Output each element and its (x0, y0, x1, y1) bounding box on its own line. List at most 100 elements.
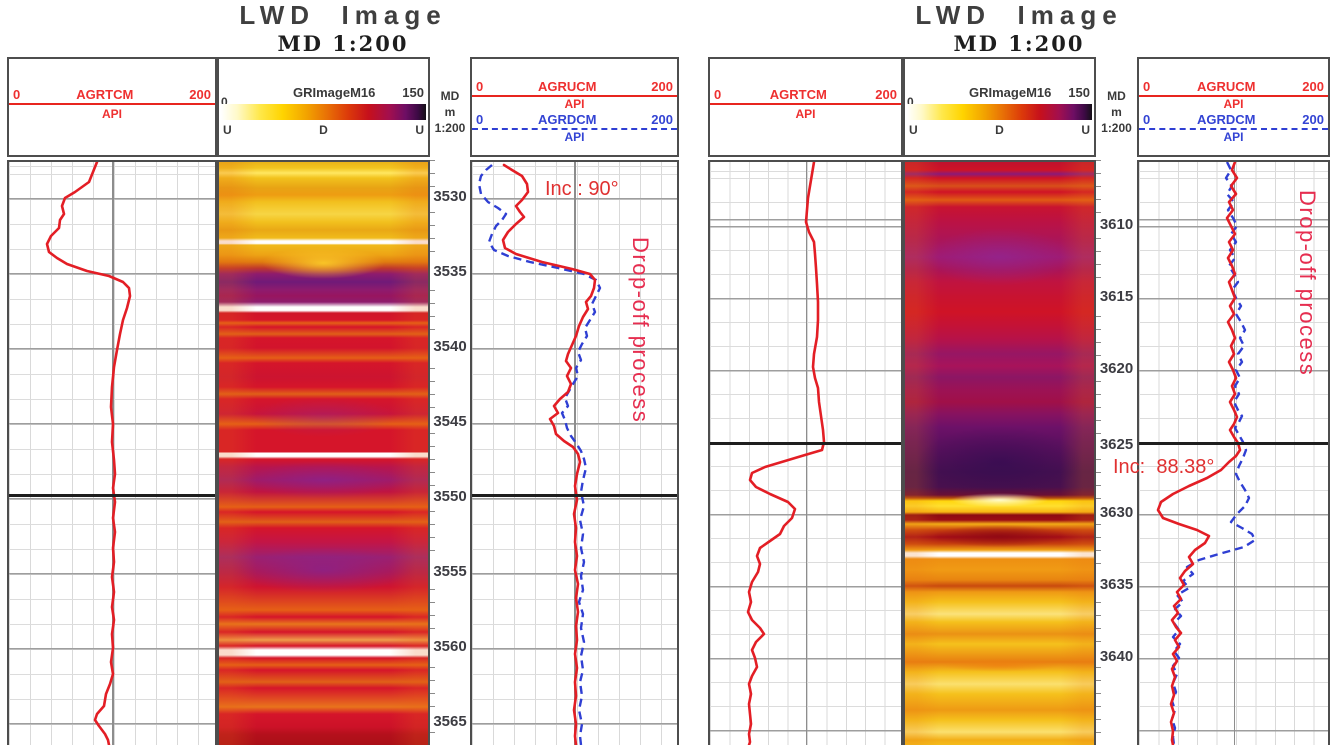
header-image-track: GRImageM16 150 0 U D U (217, 57, 430, 157)
page-title: LWD Image (239, 0, 447, 30)
depth-label: 3560 (430, 638, 470, 656)
track-center-line (112, 162, 114, 745)
depth-marker-line (472, 494, 677, 497)
md-scale: 1:200 (1101, 121, 1132, 135)
scale-max: 200 (875, 87, 897, 102)
header-track3: 0 AGRUCM 200 API 0 AGRDCM 200 API (470, 57, 679, 157)
curve1-unit: API (564, 97, 585, 111)
curve-unit: API (101, 107, 122, 121)
colorbar (907, 104, 1092, 120)
scale-min: 0 (1143, 112, 1151, 127)
md-label: MD (440, 89, 460, 103)
orientation-d: D (995, 123, 1004, 137)
scale-max: 200 (651, 112, 673, 127)
depth-label: 3535 (430, 263, 470, 281)
header-md: MD m 1:200 (430, 88, 470, 136)
dropoff-annotation: Drop-off process (1295, 190, 1320, 377)
curve1-scale-row: 0 AGRUCM 200 (476, 79, 673, 94)
image-scale-row: GRImageM16 150 (233, 85, 424, 100)
header-track1: 0 AGRTCM 200 API (708, 57, 903, 157)
log-track1-gr (708, 160, 903, 745)
scale-max: 200 (651, 79, 673, 94)
depth-label: 3555 (430, 563, 470, 581)
header-track3: 0 AGRUCM 200 API 0 AGRDCM 200 API (1137, 57, 1330, 157)
depth-marker-line (710, 442, 901, 445)
curve2-unit: API (564, 130, 585, 144)
header-track1: 0 AGRTCM 200 API (7, 57, 217, 157)
gr-image-heatmap (903, 160, 1096, 745)
scale-min: 0 (1143, 79, 1151, 94)
image-max: 150 (1068, 85, 1090, 100)
curve2-scale-row: 0 AGRDCM 200 (476, 112, 673, 127)
curve-scale-row: 0 AGRTCM 200 (714, 87, 897, 102)
scale-subtitle: MD 1:200 (953, 31, 1085, 56)
depth-label: 3640 (1096, 648, 1137, 666)
depth-label: 3550 (430, 488, 470, 506)
orientation-u-right: U (415, 123, 424, 137)
track-center-line (805, 162, 808, 745)
dropoff-annotation: Drop-off process (628, 237, 653, 424)
md-depth-column: 3610 3615 3620 3625 3630 3635 3640 (1096, 160, 1137, 745)
depth-label: 3620 (1096, 360, 1137, 378)
image-orientation-row: U D U (909, 123, 1090, 137)
image-name: GRImageM16 (293, 85, 376, 100)
scale-min: 0 (714, 87, 722, 102)
curve2-scale-row: 0 AGRDCM 200 (1143, 112, 1324, 127)
md-scale: 1:200 (434, 121, 466, 135)
image-min: 0 (907, 95, 914, 109)
track-center-line (1233, 162, 1236, 745)
curve-name: AGRUCM (1197, 79, 1256, 94)
curve1-style-line (1139, 95, 1328, 97)
depth-label: 3530 (430, 188, 470, 206)
minor-depth-ticks (430, 160, 435, 745)
orientation-u-left: U (909, 123, 918, 137)
colorbar (221, 104, 426, 120)
curve1-style-line (472, 95, 677, 97)
scale-min: 0 (13, 87, 21, 102)
curve-name: AGRDCM (1197, 112, 1256, 127)
depth-label: 3630 (1096, 504, 1137, 522)
inclination-annotation: Inc : 90° (545, 178, 619, 200)
scale-min: 0 (476, 79, 484, 94)
orientation-u-left: U (223, 123, 232, 137)
orientation-u-right: U (1081, 123, 1090, 137)
curve-style-line (9, 103, 215, 105)
depth-label: 3635 (1096, 576, 1137, 594)
md-label: MD (1107, 89, 1126, 103)
scale-max: 200 (189, 87, 211, 102)
curve-unit: API (795, 107, 816, 121)
header-md: MD m 1:200 (1096, 88, 1137, 136)
depth-label: 3540 (430, 338, 470, 356)
depth-label: 3625 (1096, 436, 1137, 454)
orientation-d: D (319, 123, 328, 137)
curve-name: AGRTCM (76, 87, 134, 102)
curve2-style-line (472, 128, 677, 130)
curve2-unit: API (1223, 130, 1244, 144)
image-name: GRImageM16 (969, 85, 1052, 100)
scale-max: 200 (1302, 79, 1324, 94)
scale-min: 0 (476, 112, 484, 127)
depth-label: 3565 (430, 713, 470, 731)
image-scale-row: GRImageM16 150 (919, 85, 1090, 100)
page-title: LWD Image (915, 0, 1123, 30)
md-unit: m (1111, 105, 1122, 119)
gr-image-heatmap (217, 160, 430, 745)
header-image-track: GRImageM16 150 0 U D U (903, 57, 1096, 157)
curve1-unit: API (1223, 97, 1244, 111)
curve-scale-row: 0 AGRTCM 200 (13, 87, 211, 102)
depth-label: 3545 (430, 413, 470, 431)
curve-name: AGRUCM (538, 79, 597, 94)
curve-style-line (710, 103, 901, 105)
inclination-annotation: Inc: 88.38° (1113, 456, 1215, 478)
scale-subtitle: MD 1:200 (277, 31, 409, 56)
curve2-style-line (1139, 128, 1328, 130)
scale-max: 200 (1302, 112, 1324, 127)
curve-name: AGRTCM (769, 87, 827, 102)
curve1-scale-row: 0 AGRUCM 200 (1143, 79, 1324, 94)
image-max: 150 (402, 85, 424, 100)
image-min: 0 (221, 95, 228, 109)
md-depth-column: 3530 3535 3540 3545 3550 3555 3560 3565 (430, 160, 470, 745)
track-center-line (574, 162, 576, 745)
depth-marker-line (9, 494, 215, 497)
curve-name: AGRDCM (538, 112, 597, 127)
